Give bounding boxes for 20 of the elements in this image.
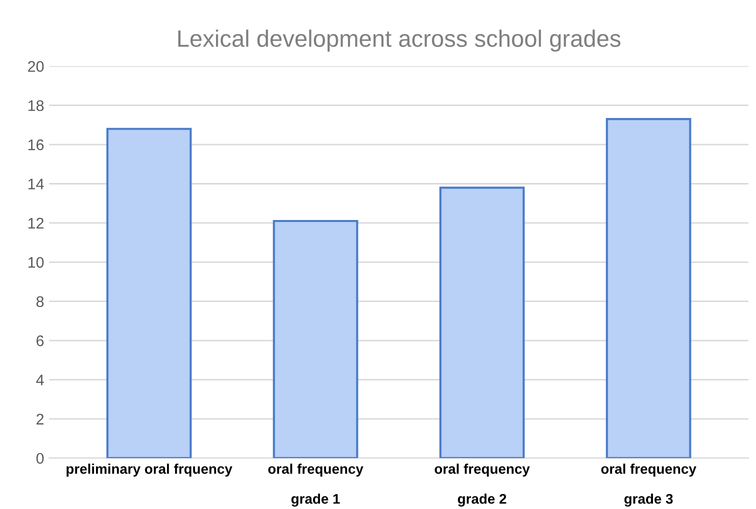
x-tick-label: preliminary oral frquency bbox=[66, 464, 232, 477]
y-tick-label: 20 bbox=[28, 61, 44, 72]
category-label: oral frequency grade 3 bbox=[601, 464, 696, 507]
y-tick-label: 10 bbox=[28, 257, 44, 268]
y-tick-label: 6 bbox=[36, 335, 44, 346]
category-label: oral frequency grade 2 bbox=[434, 464, 530, 507]
bar bbox=[439, 186, 525, 458]
y-tick-label: 12 bbox=[28, 218, 44, 228]
chart-title: Lexical development across school grades bbox=[178, 30, 620, 52]
y-tick-label: 14 bbox=[28, 178, 44, 190]
y-tick-label: 18 bbox=[28, 100, 44, 112]
bar bbox=[606, 118, 692, 458]
y-tick-label: 16 bbox=[28, 139, 44, 150]
y-tick-label: 8 bbox=[36, 296, 44, 308]
y-tick-label: 2 bbox=[36, 414, 44, 424]
y-tick-label: 0 bbox=[36, 452, 44, 464]
bar bbox=[272, 220, 358, 458]
category-label: oral frequency grade 1 bbox=[268, 464, 364, 507]
bar bbox=[106, 128, 192, 458]
y-tick-label: 4 bbox=[36, 374, 44, 386]
